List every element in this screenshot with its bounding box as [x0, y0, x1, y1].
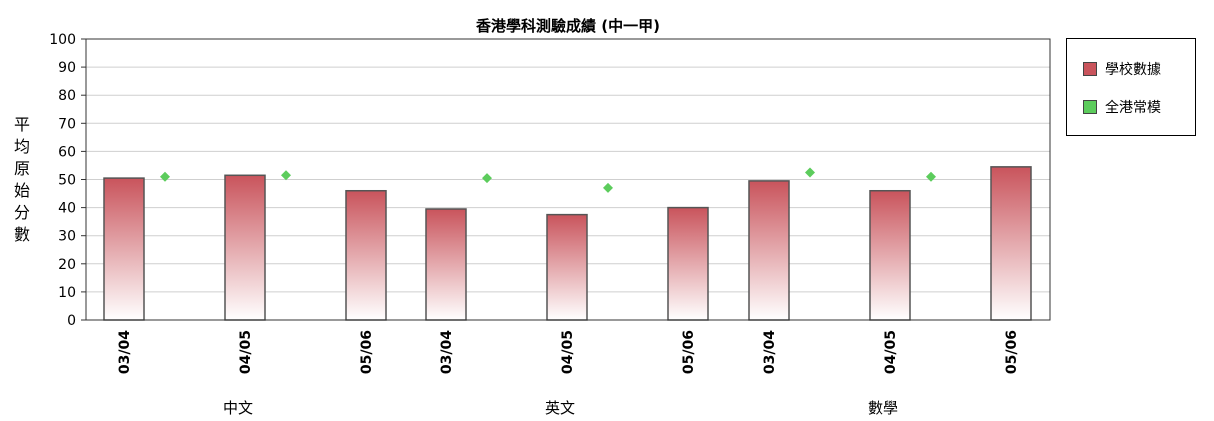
y-tick-label: 60: [58, 144, 76, 160]
legend: 學校數據 全港常模: [1066, 38, 1196, 136]
y-tick-label: 20: [58, 257, 76, 273]
legend-label-norm: 全港常模: [1105, 100, 1161, 116]
norm-point: [805, 167, 815, 178]
bar: [425, 208, 467, 321]
y-axis: 0 10 20 30 40 50 60 70 80 90 100: [49, 32, 86, 329]
y-axis-label-char: 原: [14, 159, 30, 178]
bar: [748, 180, 790, 321]
norm-point: [926, 171, 936, 182]
x-tick-label: 04/05: [883, 330, 899, 374]
y-tick-label: 10: [58, 285, 76, 301]
y-tick-label: 100: [49, 32, 76, 48]
x-tick-label: 03/04: [762, 330, 778, 374]
x-tick-label: 05/06: [1004, 330, 1020, 374]
x-tick-label: 03/04: [439, 330, 455, 374]
x-tick-label: 04/05: [238, 330, 254, 374]
x-tick-label: 05/06: [359, 330, 375, 374]
legend-swatch-school: [1083, 62, 1097, 76]
group-labels: 中文 英文 數學: [223, 399, 898, 417]
y-axis-label-char: 數: [14, 225, 30, 244]
point-series: [160, 167, 936, 193]
x-tick-label: 04/05: [560, 330, 576, 374]
y-tick-label: 50: [58, 173, 76, 189]
bar: [103, 177, 145, 321]
y-tick-label: 70: [58, 116, 76, 132]
plot-frame: [85, 38, 1051, 321]
y-tick-label: 0: [67, 313, 76, 329]
bar: [546, 213, 588, 321]
norm-point: [160, 171, 170, 182]
y-tick-label: 30: [58, 229, 76, 245]
legend-label-school: 學校數據: [1105, 62, 1161, 78]
bar: [667, 206, 709, 321]
bar-series: [103, 166, 1032, 321]
legend-item-norm[interactable]: 全港常模: [1083, 97, 1161, 117]
norm-point: [281, 170, 291, 181]
bar: [345, 189, 387, 321]
bar: [224, 174, 266, 321]
y-axis-label-char: 始: [14, 181, 30, 200]
legend-swatch-norm: [1083, 100, 1097, 114]
bar: [990, 166, 1032, 321]
y-tick-label: 80: [58, 88, 76, 104]
group-label: 數學: [868, 399, 898, 417]
y-tick-label: 40: [58, 201, 76, 217]
chart-title: 香港學科測驗成績 (中一甲): [476, 17, 660, 35]
legend-item-school[interactable]: 學校數據: [1083, 59, 1161, 79]
x-tick-label: 05/06: [681, 330, 697, 374]
group-label: 英文: [545, 399, 575, 417]
y-axis-label-char: 分: [14, 203, 30, 222]
y-axis-label-char: 均: [14, 137, 30, 156]
x-axis-ticks: 03/04 04/05 05/06 03/04 04/05 05/06 03/04 04/05…: [117, 330, 1020, 374]
y-axis-label-char: 平: [14, 115, 30, 134]
norm-point: [603, 182, 613, 193]
x-tick-label: 03/04: [117, 330, 133, 374]
bar: [869, 189, 911, 321]
y-tick-label: 90: [58, 60, 76, 76]
group-label: 中文: [223, 399, 253, 417]
norm-point: [482, 173, 492, 184]
